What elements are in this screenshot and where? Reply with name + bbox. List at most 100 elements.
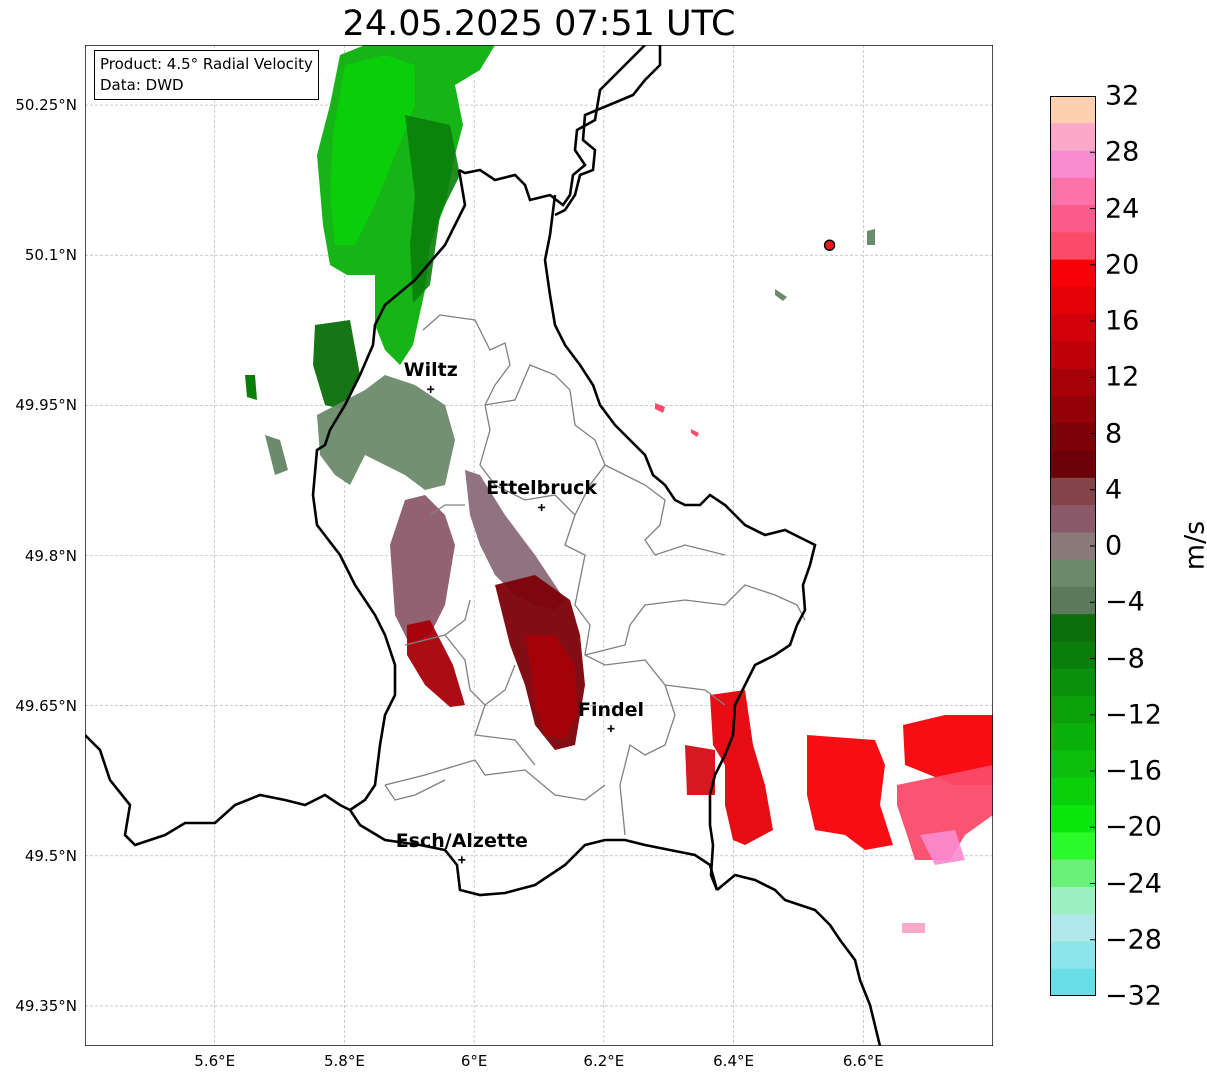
product-label: Product: 4.5° Radial Velocity (100, 55, 313, 73)
colorbar-segment (1050, 368, 1096, 397)
colorbar-segment (1050, 614, 1096, 643)
colorbar-tick-label: −12 (1105, 699, 1162, 731)
colorbar-unit-label: m/s (1179, 520, 1207, 571)
echo-east-red-1 (710, 690, 773, 845)
colorbar-segment (1050, 123, 1096, 152)
border-de-fr-east (716, 873, 882, 1046)
radar-echoes (245, 45, 993, 933)
colorbar-segment (1050, 396, 1096, 424)
colorbar-tick-label: −4 (1105, 586, 1145, 618)
echo-tiny-3 (655, 403, 665, 413)
colorbar-segment (1050, 750, 1096, 779)
lon-tick-label: 5.6°E (194, 1052, 236, 1070)
lon-tick-label: 6.2°E (583, 1052, 625, 1070)
colorbar-segment (1050, 96, 1096, 124)
colorbar-tick-label: −20 (1105, 811, 1162, 843)
lon-tick-label: 6°E (460, 1052, 488, 1070)
border-lux-north (458, 45, 646, 207)
map-panel[interactable] (85, 45, 993, 1046)
echo-mauve-central (465, 470, 565, 610)
colorbar-segment (1050, 641, 1096, 670)
colorbar-segment (1050, 532, 1096, 561)
echo-small-green (245, 375, 257, 400)
echo-east-lightpink (920, 830, 965, 865)
colorbar-segment (1050, 205, 1096, 233)
colorbar-segment (1050, 286, 1096, 315)
echo-tiny-1 (867, 229, 875, 245)
border-lux-south (348, 809, 719, 897)
colorbar-segment (1050, 177, 1096, 206)
lat-tick-label: 49.8°N (24, 546, 77, 565)
colorbar-tick-label: 32 (1105, 80, 1140, 112)
colorbar-segment (1050, 777, 1096, 806)
lat-tick-label: 49.35°N (15, 996, 77, 1015)
colorbar-segment (1050, 886, 1096, 915)
border-lux-west (311, 169, 467, 812)
colorbar (1050, 96, 1096, 996)
lat-tick-label: 50.25°N (15, 96, 77, 115)
colorbar-segment (1050, 150, 1096, 179)
echo-north-green-core (330, 55, 415, 245)
radar-site-marker (823, 239, 836, 251)
colorbar-segment (1050, 696, 1096, 724)
lon-tick-label: 5.8°E (324, 1052, 365, 1070)
colorbar-segment (1050, 423, 1096, 452)
canton-lines (384, 314, 806, 836)
colorbar-tick-label: 0 (1105, 530, 1123, 562)
map-title: 24.05.2025 07:51 UTC (342, 4, 736, 44)
product-info-box: Product: 4.5° Radial Velocity Data: DWD (94, 50, 319, 100)
place-label: Findel (577, 698, 644, 721)
echo-tiny-4 (691, 429, 699, 437)
place-marker (427, 385, 435, 393)
colorbar-tick-label: −16 (1105, 755, 1162, 787)
echo-red-west (407, 620, 465, 707)
colorbar-segment (1050, 259, 1096, 288)
echo-greygreen (317, 375, 455, 490)
lon-tick-label: 6.6°E (842, 1052, 884, 1070)
lat-tick-label: 49.5°N (24, 846, 77, 865)
colorbar-segment (1050, 723, 1096, 752)
data-source-label: Data: DWD (100, 76, 184, 94)
colorbar-segment (1050, 586, 1096, 615)
colorbar-tick-label: −8 (1105, 643, 1145, 674)
colorbar-segment (1050, 314, 1096, 343)
colorbar-tick-label: 8 (1105, 418, 1123, 449)
colorbar-tick-label: 16 (1105, 305, 1140, 337)
echo-tiny-2 (775, 289, 787, 301)
colorbar-segment (1050, 505, 1096, 533)
colorbar-segment (1050, 941, 1096, 970)
border-lux-east (543, 194, 817, 891)
place-label: Esch/Alzette (395, 829, 528, 852)
colorbar-segment (1050, 914, 1096, 943)
border-be-de (554, 45, 662, 217)
echo-greygreen-small (265, 435, 288, 475)
colorbar-tick-label: −24 (1105, 868, 1162, 899)
echo-north-darkgreen (405, 115, 460, 303)
echo-east-red-3 (807, 735, 893, 850)
colorbar-segment (1050, 559, 1096, 588)
echo-far-pink (902, 923, 925, 933)
colorbar-tick-label: 28 (1105, 136, 1140, 168)
colorbar-segment (1050, 668, 1096, 697)
colorbar-segment (1050, 477, 1096, 506)
place-marker (607, 725, 615, 733)
colorbar-tick-label: 20 (1105, 249, 1140, 281)
echo-mauve-west (390, 495, 455, 645)
map-canvas[interactable] (85, 45, 993, 1046)
lat-tick-label: 50.1°N (24, 246, 77, 265)
colorbar-segment (1050, 450, 1096, 479)
lat-tick-label: 49.95°N (15, 396, 77, 415)
place-marker (458, 856, 466, 864)
colorbar-segment (1050, 341, 1096, 370)
colorbar-tick-label: −32 (1105, 980, 1162, 1012)
echo-east-red-2 (685, 745, 715, 795)
place-marker (538, 503, 546, 511)
colorbar-tick-label: 4 (1105, 474, 1123, 506)
echo-red-central-core (525, 635, 577, 740)
colorbar-segment (1050, 832, 1096, 861)
colorbar-segment (1050, 859, 1096, 888)
colorbar-segment (1050, 968, 1096, 996)
colorbar-tick-label: 12 (1105, 361, 1140, 393)
lat-tick-label: 49.65°N (15, 696, 77, 715)
lon-tick-label: 6.4°E (713, 1052, 754, 1070)
